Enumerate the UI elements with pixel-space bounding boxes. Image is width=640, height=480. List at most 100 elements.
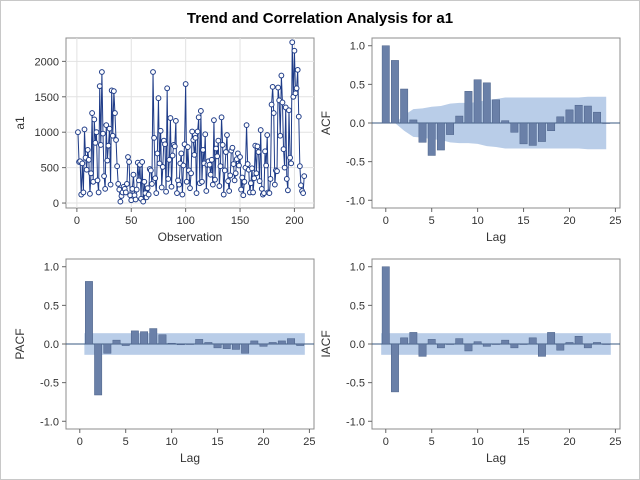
bar [259, 343, 268, 347]
data-point [264, 132, 271, 138]
y-tick-label: -0.5 [40, 378, 59, 390]
bar [528, 337, 537, 345]
data-point [241, 178, 248, 185]
bar [501, 120, 510, 124]
bar [547, 122, 556, 131]
bar [492, 343, 500, 345]
data-point [215, 137, 222, 144]
data-point [209, 181, 216, 188]
data-point [230, 161, 237, 167]
data-point [115, 181, 122, 187]
data-point [122, 189, 129, 196]
bar [213, 343, 222, 349]
data-point [294, 66, 301, 73]
bar [121, 343, 130, 346]
x-tick-label: 0 [74, 215, 80, 227]
data-point [284, 187, 291, 194]
data-point [237, 154, 243, 160]
bar [455, 338, 464, 345]
data-point [225, 178, 231, 184]
bar [130, 330, 139, 345]
data-point [144, 185, 151, 192]
bar [232, 343, 240, 350]
data-point [216, 183, 223, 189]
data-point [98, 69, 105, 75]
bar [381, 266, 390, 345]
data-point [212, 176, 218, 183]
bar [446, 122, 454, 135]
data-point [125, 154, 131, 160]
bar [510, 343, 519, 349]
data-point [227, 172, 234, 179]
data-point [151, 134, 158, 141]
data-point [262, 148, 268, 155]
bar [140, 331, 148, 345]
bar [222, 343, 231, 349]
x-tick-label: 0 [77, 436, 83, 448]
x-tick-label: 10 [472, 215, 484, 227]
bar [528, 122, 537, 146]
x-tick-label: 20 [563, 215, 575, 227]
y-tick-label: -1.0 [40, 416, 59, 428]
data-point [298, 182, 304, 189]
bar [510, 122, 519, 133]
data-point [167, 115, 174, 121]
data-point [89, 110, 96, 116]
data-point [180, 162, 187, 169]
bar [103, 343, 112, 354]
x-tick-label: 0 [383, 436, 389, 448]
data-point [103, 122, 110, 129]
data-point [154, 150, 161, 157]
x-tick-label: 15 [211, 436, 223, 448]
y-tick-label: -1.0 [346, 416, 365, 428]
data-point [126, 159, 132, 165]
y-tick-label: -0.5 [346, 378, 365, 390]
data-point [269, 83, 276, 90]
data-point [194, 128, 201, 135]
data-point [231, 177, 238, 184]
bar [455, 115, 464, 124]
data-point [203, 188, 210, 194]
data-point [179, 191, 186, 198]
data-point [214, 153, 221, 160]
data-point [280, 146, 287, 153]
data-point [301, 173, 308, 180]
data-point [249, 165, 255, 172]
x-tick-label: 20 [563, 436, 575, 448]
bar [241, 343, 250, 354]
data-point [283, 176, 290, 182]
data-point [102, 185, 109, 192]
panel-iacf: 0 5 10 15 20 25 -1.0 -0.5 0.0 0.5 1.0 Lag IACF [319, 258, 622, 465]
data-point [91, 116, 98, 123]
data-point [208, 156, 215, 163]
bar [556, 116, 565, 124]
data-point [271, 181, 278, 188]
bar [85, 281, 93, 345]
data-point [178, 150, 185, 157]
y-tick-label: 0.0 [350, 339, 365, 351]
data-point [266, 190, 273, 197]
data-point [288, 160, 295, 167]
data-point [267, 176, 274, 182]
data-point [96, 83, 103, 90]
x-tick-label: 200 [285, 215, 303, 227]
data-point [300, 190, 307, 197]
data-point [200, 147, 206, 153]
x-tick-label: 5 [429, 215, 435, 227]
bar [195, 339, 204, 345]
data-point [88, 170, 94, 177]
data-point [113, 137, 119, 143]
y-axis-label: IACF [319, 330, 333, 357]
data-point [84, 147, 91, 153]
data-point [93, 129, 100, 136]
bar [167, 342, 176, 345]
data-point [85, 156, 92, 163]
bar [381, 45, 390, 124]
data-point [147, 167, 154, 174]
bar [446, 343, 454, 345]
data-point [172, 117, 179, 124]
data-point [243, 122, 250, 129]
bar [268, 342, 277, 345]
data-point [255, 149, 262, 155]
